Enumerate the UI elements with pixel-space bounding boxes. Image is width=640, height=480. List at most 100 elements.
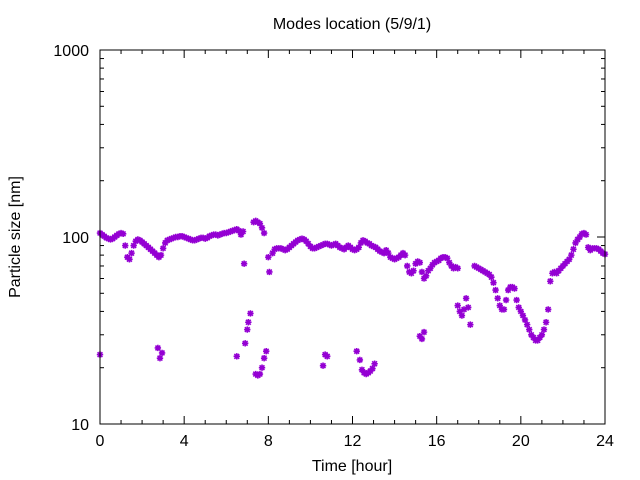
data-point — [159, 245, 167, 252]
data-point — [260, 354, 268, 362]
data-point — [193, 236, 200, 243]
y-axis-title: Particle size [nm] — [7, 176, 24, 298]
data-point — [122, 242, 129, 249]
data-point — [166, 236, 173, 243]
data-point — [199, 234, 207, 242]
data-point — [269, 249, 276, 257]
data-point — [263, 348, 270, 355]
data-point — [515, 304, 522, 311]
data-point — [241, 340, 249, 347]
data-point — [418, 335, 426, 343]
data-point — [494, 295, 501, 302]
data-point — [458, 312, 466, 319]
data-point — [467, 321, 474, 328]
data-point — [324, 240, 331, 247]
data-point — [247, 310, 254, 317]
data-points — [96, 217, 609, 379]
data-point — [128, 249, 135, 257]
data-point — [157, 251, 165, 259]
data-point — [542, 319, 550, 326]
data-point — [206, 232, 213, 240]
data-point — [460, 306, 468, 313]
y-tick-label: 100 — [62, 230, 89, 247]
data-point — [266, 268, 273, 276]
data-point — [443, 255, 451, 262]
data-point — [351, 246, 358, 254]
data-point — [338, 245, 346, 252]
x-tick-label: 12 — [344, 433, 362, 450]
data-point — [401, 251, 409, 259]
data-point — [107, 236, 114, 243]
data-point — [277, 245, 285, 252]
data-point — [256, 370, 264, 378]
data-point — [349, 246, 356, 253]
plot-frame — [99, 49, 606, 425]
data-point — [296, 236, 304, 243]
data-point — [271, 246, 278, 253]
data-point — [298, 235, 306, 242]
data-point — [380, 249, 388, 257]
data-point — [513, 296, 520, 304]
data-point — [526, 326, 533, 333]
data-point — [410, 267, 417, 274]
data-point — [279, 246, 287, 253]
data-point — [582, 231, 590, 238]
data-point — [496, 302, 503, 309]
data-point — [416, 259, 424, 266]
data-point — [364, 239, 371, 247]
data-point — [418, 268, 426, 276]
x-axis-title: Time [hour] — [312, 458, 392, 475]
data-point — [446, 259, 453, 266]
data-point — [505, 286, 512, 294]
data-point — [368, 242, 375, 249]
x-tick-label: 20 — [512, 433, 530, 450]
data-point — [330, 241, 337, 248]
data-point — [105, 235, 112, 242]
data-point — [315, 243, 323, 250]
x-tick-label: 4 — [180, 433, 189, 450]
data-point — [404, 262, 411, 270]
data-point — [462, 295, 470, 302]
data-point — [195, 235, 203, 242]
data-point — [540, 326, 548, 333]
data-point — [281, 246, 289, 254]
x-tick-label: 0 — [96, 433, 105, 450]
y-tick-label: 1000 — [53, 43, 89, 60]
data-point — [427, 265, 434, 272]
data-point — [156, 354, 164, 362]
data-point — [256, 220, 264, 227]
data-point — [490, 279, 497, 286]
data-point — [544, 306, 552, 313]
data-point — [353, 348, 360, 355]
data-point — [319, 362, 327, 369]
data-point — [103, 234, 110, 242]
data-point — [488, 273, 495, 281]
data-point — [570, 246, 577, 253]
data-point — [356, 356, 364, 364]
data-point — [237, 231, 245, 238]
data-point — [244, 326, 251, 333]
data-point — [584, 244, 592, 251]
data-point — [239, 228, 247, 235]
data-point — [454, 265, 461, 272]
data-point — [371, 360, 378, 367]
x-tick-label: 16 — [428, 433, 446, 450]
data-point — [258, 224, 266, 231]
data-point — [245, 319, 252, 326]
data-point — [593, 245, 600, 252]
data-point — [422, 272, 430, 280]
data-point — [416, 332, 424, 340]
data-point — [324, 353, 331, 360]
data-point — [534, 337, 541, 344]
data-point — [568, 251, 575, 259]
data-point — [370, 243, 377, 250]
data-point — [183, 234, 190, 242]
x-tick-label: 24 — [596, 433, 614, 450]
data-point — [511, 285, 518, 292]
data-point — [164, 237, 171, 244]
data-point — [369, 365, 376, 372]
data-point — [500, 306, 508, 313]
data-point — [336, 244, 344, 251]
chart-title: Modes location (5/9/1) — [273, 16, 431, 33]
